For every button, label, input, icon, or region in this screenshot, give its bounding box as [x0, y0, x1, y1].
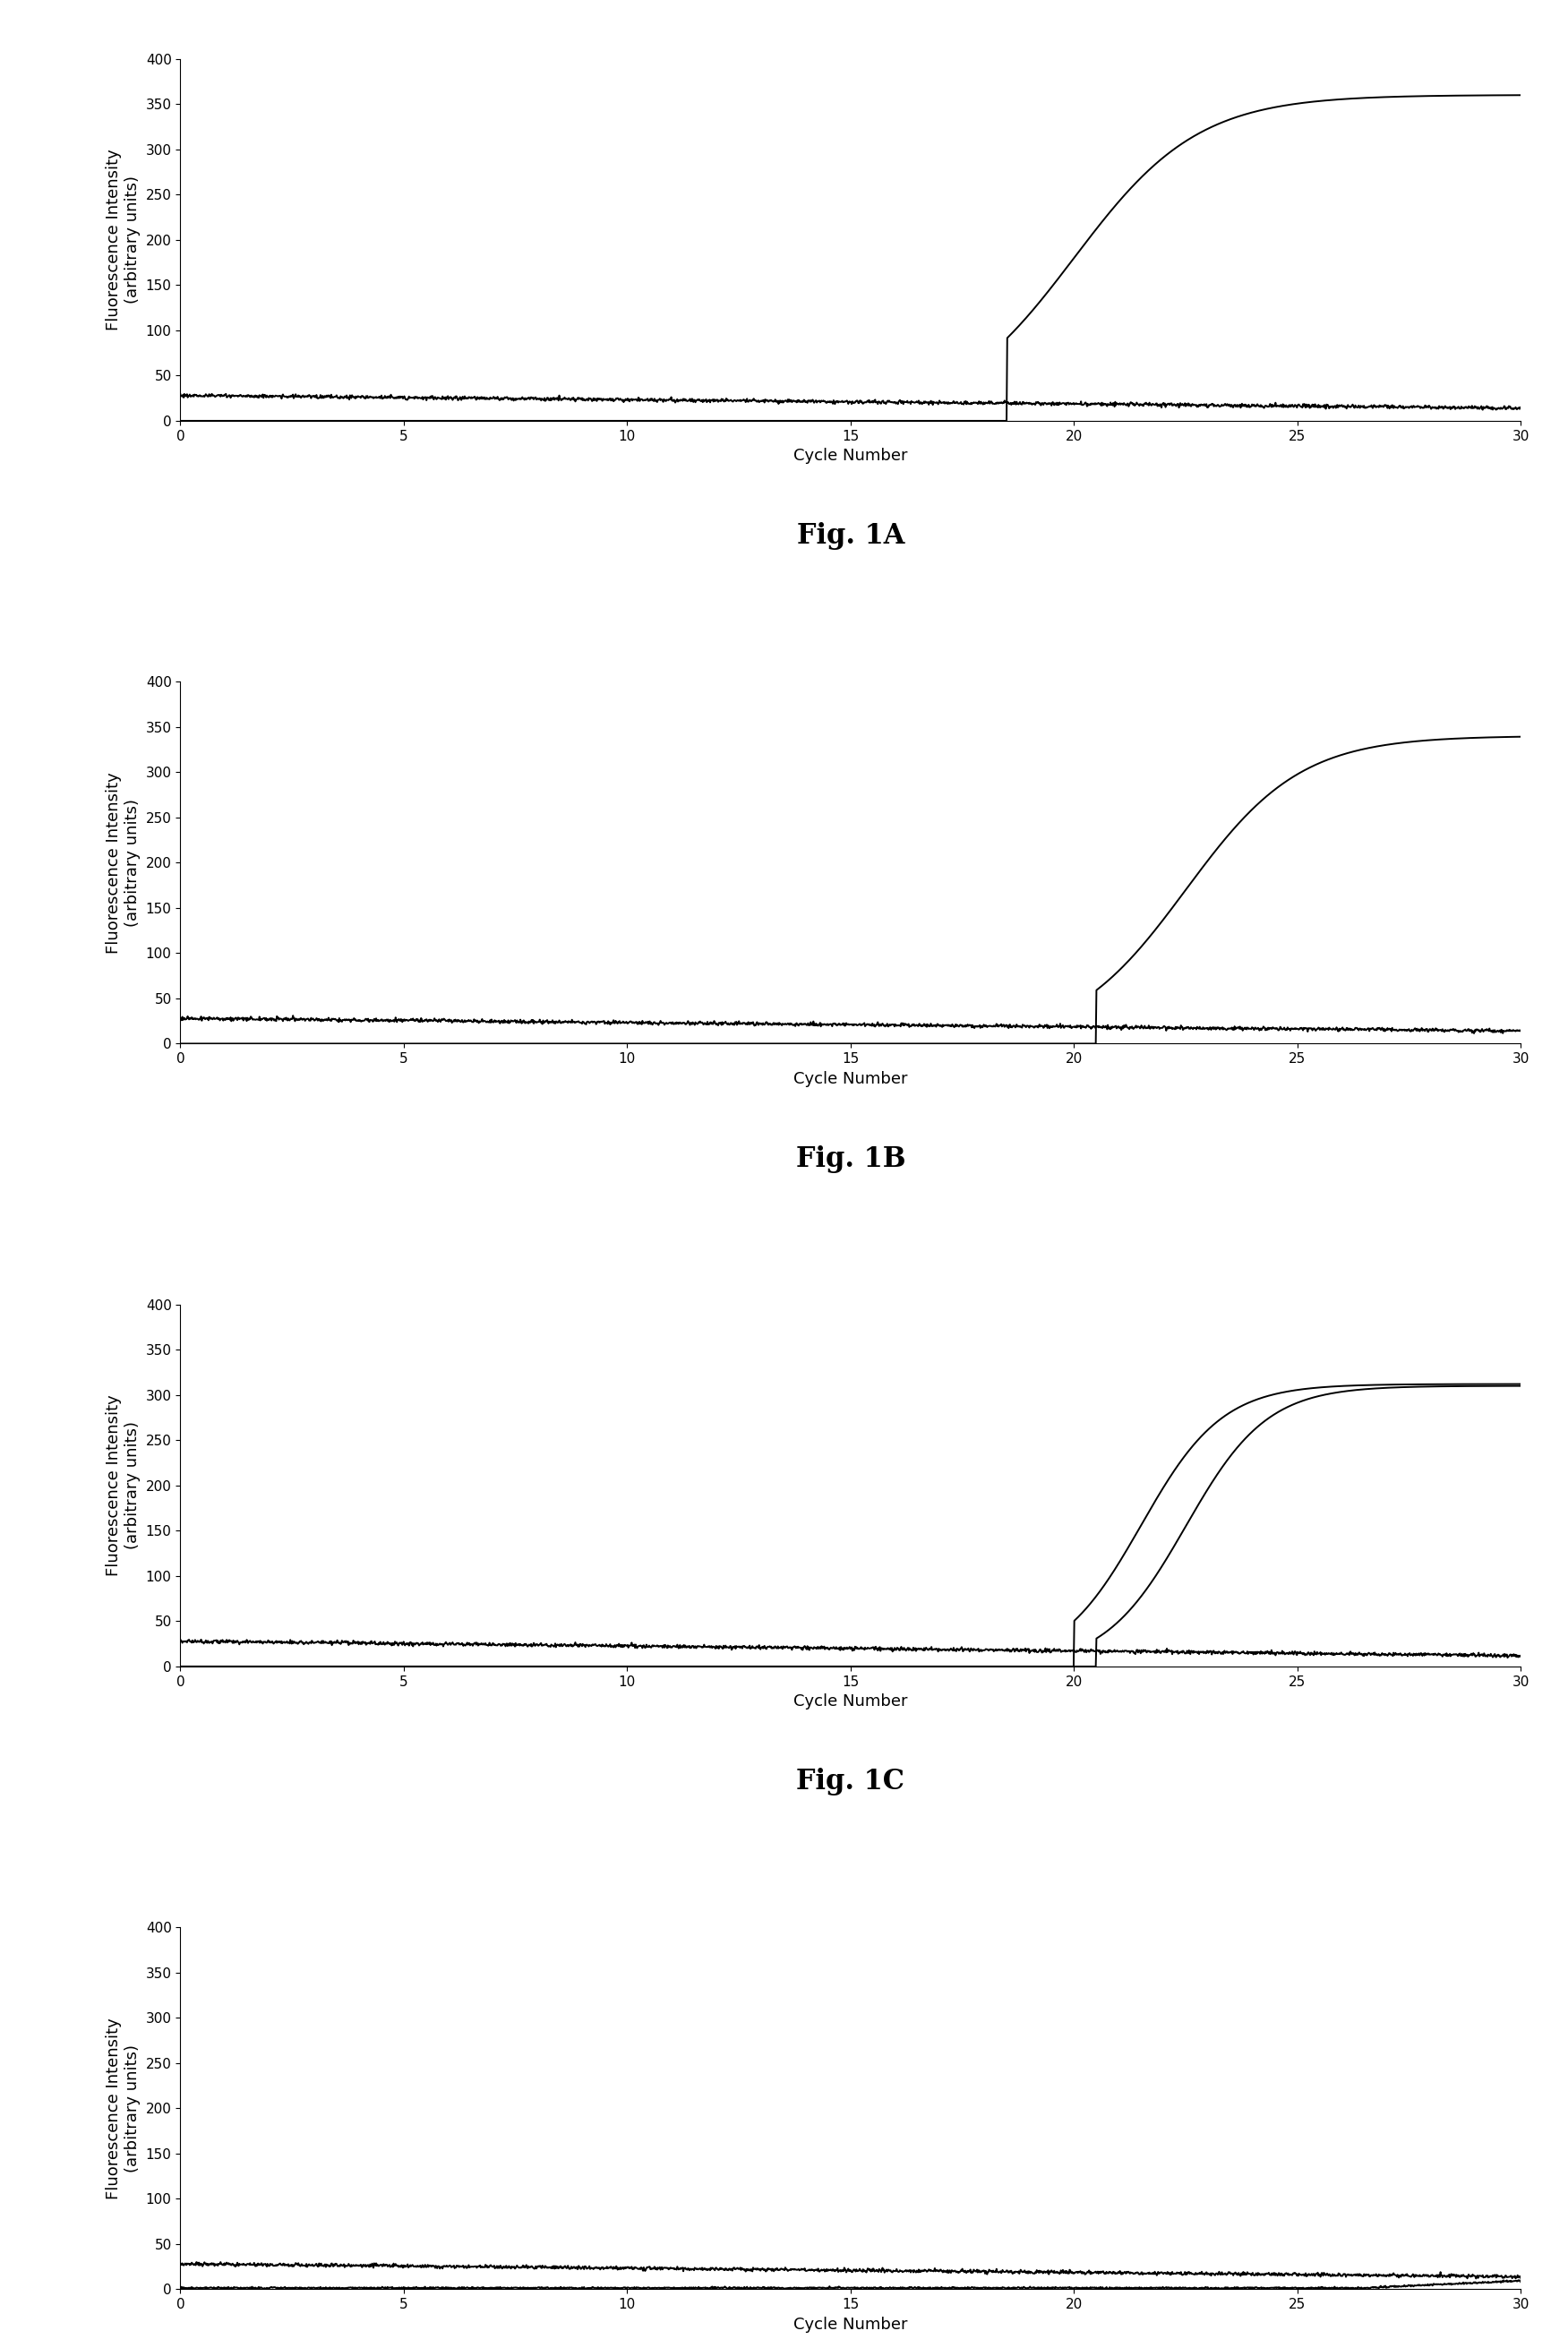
Y-axis label: Fluorescence Intensity
(arbitrary units): Fluorescence Intensity (arbitrary units): [107, 148, 141, 331]
X-axis label: Cycle Number: Cycle Number: [793, 1071, 908, 1087]
Text: Fig. 1A: Fig. 1A: [797, 521, 905, 549]
Y-axis label: Fluorescence Intensity
(arbitrary units): Fluorescence Intensity (arbitrary units): [107, 1395, 141, 1576]
X-axis label: Cycle Number: Cycle Number: [793, 2317, 908, 2332]
Y-axis label: Fluorescence Intensity
(arbitrary units): Fluorescence Intensity (arbitrary units): [107, 772, 141, 953]
X-axis label: Cycle Number: Cycle Number: [793, 1693, 908, 1709]
Text: Fig. 1B: Fig. 1B: [797, 1146, 905, 1172]
X-axis label: Cycle Number: Cycle Number: [793, 448, 908, 465]
Y-axis label: Fluorescence Intensity
(arbitrary units): Fluorescence Intensity (arbitrary units): [107, 2017, 141, 2200]
Text: Fig. 1C: Fig. 1C: [797, 1768, 905, 1796]
